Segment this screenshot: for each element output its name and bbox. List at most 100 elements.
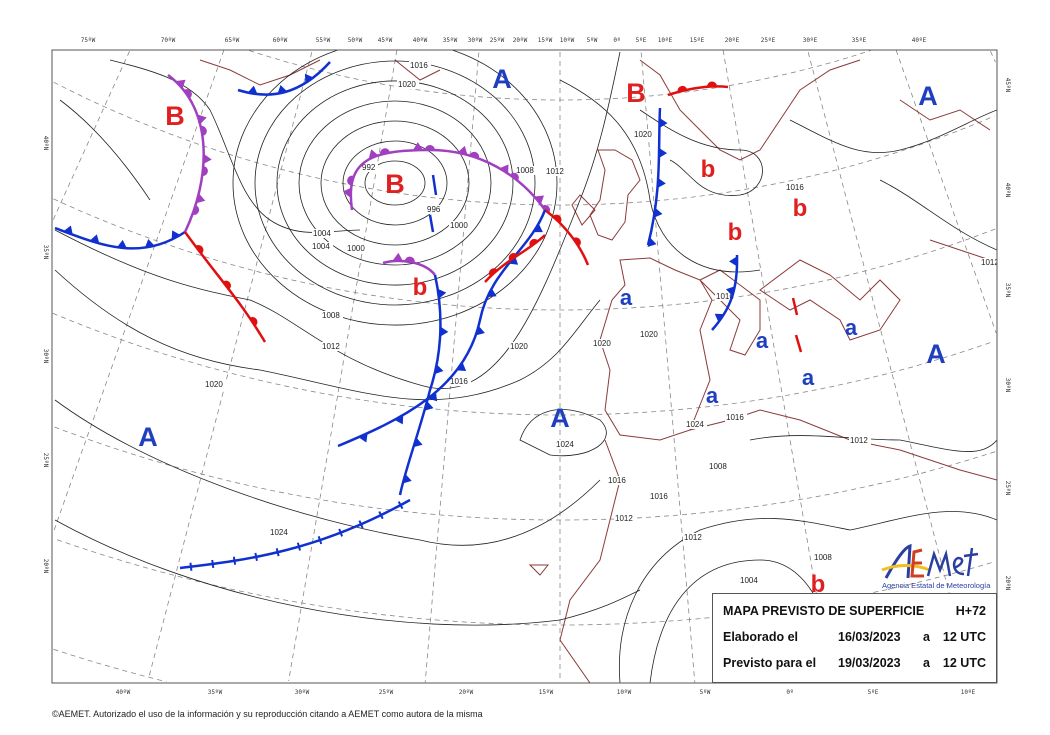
longitude-tick: 35ºE bbox=[852, 37, 867, 44]
isobar-label: 1016 bbox=[410, 61, 428, 70]
triangle-icon bbox=[487, 288, 497, 298]
cross-front-symbol bbox=[356, 520, 366, 529]
warm-front-line bbox=[667, 85, 729, 97]
isobar-label: 1012 bbox=[684, 533, 702, 542]
latitude-tick: 30ºN bbox=[1004, 378, 1011, 393]
latitude-tick: 20ºN bbox=[42, 559, 49, 574]
isobar-label-bg bbox=[683, 533, 705, 542]
latitude-line bbox=[53, 198, 996, 311]
high-pressure-center: a bbox=[706, 383, 719, 408]
isobar-label: 1020 bbox=[510, 342, 528, 351]
triangle-icon bbox=[176, 79, 186, 89]
low-pressure-center: b bbox=[811, 571, 826, 598]
high-pressure-center: A bbox=[550, 403, 570, 433]
cold-front-symbol bbox=[456, 362, 467, 372]
cold-front-symbol bbox=[653, 207, 663, 218]
cold-front-line bbox=[398, 274, 442, 496]
isobar-label: 1024 bbox=[556, 440, 574, 449]
isobar-line bbox=[364, 160, 426, 206]
longitude-tick: 5ºE bbox=[636, 37, 647, 44]
semicircle-icon bbox=[249, 317, 258, 327]
triangle-icon bbox=[203, 153, 212, 164]
triangle-icon bbox=[657, 177, 666, 188]
coastline bbox=[899, 99, 991, 131]
isobar-line bbox=[320, 120, 470, 246]
triangle-icon bbox=[394, 414, 404, 425]
isobar-label: 1012 bbox=[981, 258, 999, 267]
high-pressure-center: a bbox=[620, 285, 633, 310]
low-pressure-center: B bbox=[385, 169, 405, 199]
meridian-line bbox=[52, 50, 130, 223]
longitude-tick: 30ºW bbox=[295, 689, 310, 696]
isobar-label: 1012 bbox=[322, 342, 340, 351]
longitude-tick: 65ºW bbox=[225, 37, 240, 44]
longitude-tick: 5ºW bbox=[587, 37, 598, 44]
warm-front-symbol bbox=[249, 317, 258, 327]
aemet-logo: Agencia Estatal de Meteorología bbox=[878, 540, 998, 592]
cold-front-line bbox=[337, 209, 547, 448]
latitude-tick: 40ºN bbox=[1004, 183, 1011, 198]
copyright-footer: ©AEMET. Autorizado el uso de la informac… bbox=[52, 709, 483, 719]
longitude-tick: 70ºW bbox=[161, 37, 176, 44]
plus-icon bbox=[376, 511, 386, 520]
cold-front-symbol bbox=[424, 401, 434, 411]
isobar-line bbox=[109, 59, 361, 233]
valid-time: 12 UTC bbox=[942, 656, 986, 670]
cold-front-symbol bbox=[89, 234, 100, 244]
longitude-tick: 75ºW bbox=[81, 37, 96, 44]
longitude-tick: 40ºE bbox=[912, 37, 927, 44]
low-pressure-center: B bbox=[165, 101, 185, 131]
cold-front-symbol bbox=[247, 85, 258, 95]
triangle-icon bbox=[413, 437, 423, 448]
coastline bbox=[528, 564, 550, 576]
isobar-label: 1016 bbox=[786, 183, 804, 192]
occluded-front-symbol bbox=[342, 175, 353, 198]
longitude-tick: 15ºW bbox=[539, 689, 554, 696]
isobar-line bbox=[749, 435, 997, 452]
warm-front-symbol bbox=[573, 237, 581, 247]
isobar-label: 1020 bbox=[205, 380, 223, 389]
map-info-box: MAPA PREVISTO DE SUPERFICIE H+72 Elabora… bbox=[712, 593, 997, 683]
longitude-tick: 60ºW bbox=[273, 37, 288, 44]
isobar-line bbox=[789, 109, 997, 154]
cold-front-symbol bbox=[413, 437, 423, 448]
longitude-tick: 10ºE bbox=[961, 689, 976, 696]
issued-at: a bbox=[923, 630, 930, 644]
meridian-line bbox=[288, 50, 398, 681]
warm-front-symbol bbox=[677, 85, 688, 93]
high-pressure-center: a bbox=[845, 315, 858, 340]
triangle-icon bbox=[428, 392, 438, 402]
isobar-label-bg bbox=[555, 440, 577, 449]
cold-front-symbol bbox=[647, 237, 657, 248]
triangle-icon bbox=[63, 225, 73, 235]
triangle-icon bbox=[647, 237, 657, 248]
coastline bbox=[639, 59, 861, 161]
isobar-label-bg bbox=[449, 377, 471, 386]
latitude-tick: 30ºN bbox=[42, 349, 49, 364]
low-pressure-center: b bbox=[793, 195, 808, 222]
triangle-icon bbox=[729, 256, 738, 267]
triangle-icon bbox=[499, 164, 509, 174]
triangle-icon bbox=[412, 142, 423, 151]
issued-date: 16/03/2023 bbox=[838, 630, 901, 644]
coastline bbox=[571, 194, 596, 226]
plus-icon bbox=[315, 536, 325, 545]
isobar-label-bg bbox=[449, 221, 471, 230]
longitude-tick: 50ºW bbox=[348, 37, 363, 44]
isobar-line bbox=[342, 140, 448, 226]
cold-front-symbol bbox=[358, 433, 368, 443]
isobar-label: 1020 bbox=[640, 330, 658, 339]
isobar-label: 1016 bbox=[716, 292, 734, 301]
cold-front-symbol bbox=[714, 313, 725, 323]
cold-front-symbol bbox=[475, 325, 485, 336]
isobar-label: 1016 bbox=[726, 413, 744, 422]
cross-front-symbol bbox=[315, 536, 325, 545]
cold-front-symbol bbox=[434, 364, 444, 375]
isobar-label-bg bbox=[361, 163, 378, 172]
cross-front-symbol bbox=[396, 501, 405, 510]
isobar-line bbox=[879, 179, 997, 251]
triangle-icon bbox=[434, 364, 444, 375]
warm-front-line bbox=[544, 209, 590, 266]
triangle-icon bbox=[534, 195, 545, 205]
